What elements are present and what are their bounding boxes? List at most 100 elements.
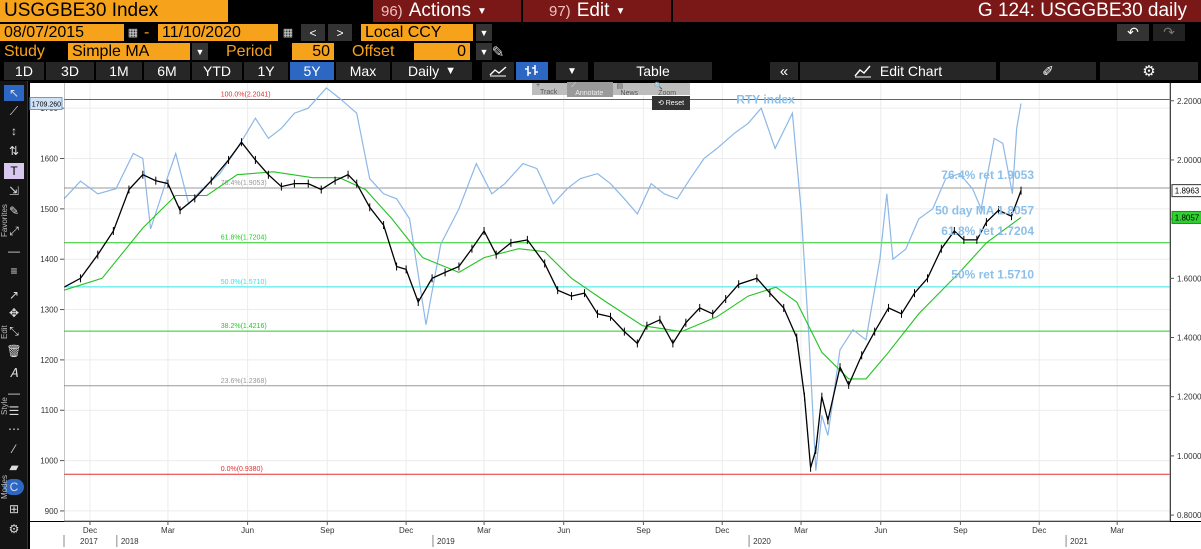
end-date-field[interactable]: 11/10/2020 <box>158 24 278 41</box>
settings-button[interactable]: ⚙ <box>1100 62 1198 80</box>
separator-text: - <box>144 24 150 41</box>
scale-tool-icon[interactable]: ⤡ <box>9 323 19 338</box>
period-button-6m[interactable]: 6M <box>144 62 190 80</box>
trash-icon[interactable]: 🗑 <box>6 344 22 358</box>
news-text: News <box>620 89 639 97</box>
x-axis-year-label: 2017 <box>80 537 98 546</box>
fib-level-label: 38.2%(1.4216) <box>221 323 267 330</box>
x-axis-month-label: Dec <box>1032 526 1046 535</box>
collapse-button[interactable]: « <box>770 62 798 80</box>
chart-area[interactable]: 100.0%(2.2041) 76.4%(1.9053) 61.8%(1.7204)… <box>0 81 1201 549</box>
chevron-down-icon: ▼ <box>477 5 487 17</box>
ratio-tool-icon[interactable]: ⇲ <box>8 184 20 198</box>
cursor-tool-icon[interactable]: ↖ <box>4 85 24 101</box>
brush-icon[interactable]: ⁄ <box>12 442 15 456</box>
line-chart-button[interactable] <box>482 62 514 80</box>
chart-type-dropdown[interactable]: ▼ <box>556 62 588 80</box>
study-select[interactable]: Simple MA <box>68 43 190 60</box>
prev-range-button[interactable]: < <box>301 24 325 41</box>
frequency-select[interactable]: Daily ▼ <box>392 62 472 80</box>
period-button-5y[interactable]: 5Y <box>290 62 334 80</box>
line-tool-icon[interactable]: ⟋ <box>9 103 19 118</box>
channel-tool-icon[interactable]: ≡ <box>10 264 18 278</box>
double-chevron-left-icon: « <box>779 62 789 80</box>
left-axis-tick-label: 1100 <box>41 406 59 415</box>
start-date-field[interactable]: 08/07/2015 <box>0 24 124 41</box>
undo-button[interactable]: ↶ <box>1117 24 1149 41</box>
redo-button[interactable]: ↷ <box>1153 24 1185 41</box>
text-tool-icon[interactable]: T <box>4 163 24 179</box>
track-mode[interactable]: + Track <box>532 82 567 96</box>
favorites-label: Favorites <box>0 177 10 237</box>
calendar-icon[interactable]: ▦ <box>282 27 294 39</box>
edit-menu[interactable]: 97) Edit ▼ <box>523 0 671 22</box>
zoom-mode[interactable]: 🔍 Zoom <box>650 82 690 97</box>
annotate-mode[interactable]: ⟋ Annotate <box>567 81 613 97</box>
fib-retracement-tool-icon[interactable]: ⇅ <box>8 144 20 158</box>
chart-svg[interactable]: 100.0%(2.2041) 76.4%(1.9053) 61.8%(1.7204)… <box>0 81 1201 549</box>
fill-icon[interactable]: ▰ <box>9 460 19 474</box>
pencil-icon[interactable]: ✎ <box>491 43 505 61</box>
color-mode-icon[interactable]: C <box>4 479 24 495</box>
fib-level-label: 76.4%(1.9053) <box>221 180 267 187</box>
draw-tool-button[interactable]: ✐ <box>1000 62 1096 80</box>
settings-mode-icon[interactable]: ⚙ <box>8 522 20 536</box>
right-axis-tick-label: 1.4000 <box>1177 334 1201 343</box>
zoom-mode-icon[interactable]: ⊞ <box>8 502 20 516</box>
annotate-text: Annotate <box>575 89 604 97</box>
next-range-button[interactable]: > <box>328 24 352 41</box>
currency-select[interactable]: Local CCY <box>361 24 473 41</box>
right-axis-area <box>1171 83 1201 521</box>
offset-dropdown-button[interactable]: ▼ <box>476 43 492 60</box>
x-axis-month-label: Mar <box>794 526 808 535</box>
edit-chart-button[interactable]: Edit Chart <box>800 62 996 80</box>
period-input[interactable]: 50 <box>292 43 334 60</box>
offset-label-text: Offset <box>352 43 395 60</box>
period-button-3d[interactable]: 3D <box>46 62 94 80</box>
bar-chart-button[interactable] <box>516 62 548 80</box>
date-range-bar: 08/07/2015 ▦ - 11/10/2020 ▦ < > Local CC… <box>0 23 1201 42</box>
study-dropdown-button[interactable]: ▼ <box>192 43 208 60</box>
x-axis-year-label: 2018 <box>121 537 139 546</box>
table-button[interactable]: Table <box>594 62 712 80</box>
ray-tool-icon[interactable]: ⤢ <box>9 223 19 238</box>
line-style-icon[interactable]: — <box>8 386 20 400</box>
news-mode[interactable]: ▤ News <box>613 82 651 97</box>
chevron-left-icon: < <box>309 25 317 40</box>
x-axis-month-label: Sep <box>953 526 968 535</box>
edit-section-label: Edit <box>0 309 10 339</box>
period-button-1y[interactable]: 1Y <box>244 62 288 80</box>
italic-tool-icon[interactable]: 𝐴 <box>10 365 18 380</box>
dash-style-icon[interactable]: ⋯ <box>8 422 20 436</box>
period-button-1m[interactable]: 1M <box>96 62 142 80</box>
ticker-field[interactable]: USGGBE30 Index <box>0 0 228 22</box>
period-button-max[interactable]: Max <box>336 62 390 80</box>
left-axis-tick-label: 1000 <box>40 457 58 466</box>
period-button-1d[interactable]: 1D <box>4 62 44 80</box>
right-ma-tag-label: 1.8057 <box>1175 213 1200 222</box>
study-bar: Study Simple MA ▼ Period 50 Offset 0 ▼ ✎ <box>0 42 1201 61</box>
offset-input[interactable]: 0 <box>414 43 470 60</box>
fib-tool-icon[interactable]: ↕ <box>11 124 17 138</box>
hline-tool-icon[interactable]: — <box>8 244 20 258</box>
calendar-icon[interactable]: ▦ <box>127 27 139 39</box>
left-rty-tag <box>29 97 63 111</box>
range-separator: - <box>144 24 156 41</box>
ticker-text: USGGBE30 Index <box>4 0 159 21</box>
pen-tool-icon[interactable]: ✎ <box>8 204 20 218</box>
reset-button[interactable]: ⟲ Reset <box>652 96 690 110</box>
actions-menu[interactable]: 96) Actions ▼ <box>373 0 521 22</box>
chevron-down-icon: ▼ <box>567 65 577 77</box>
chevron-down-icon: ▼ <box>615 5 626 17</box>
select-tool-icon[interactable]: ↗ <box>8 288 20 302</box>
right-last-tag-label: 1.8963 <box>1175 187 1200 196</box>
undo-icon: ↶ <box>1127 24 1139 40</box>
move-tool-icon[interactable]: ✥ <box>8 306 20 320</box>
fib-level-label: 100.0%(2.2041) <box>221 92 271 99</box>
right-axis-tick-label: 1.6000 <box>1177 274 1201 283</box>
currency-dropdown-button[interactable]: ▼ <box>476 24 492 41</box>
line-weight-icon[interactable]: ☰ <box>8 404 20 418</box>
period-button-ytd[interactable]: YTD <box>192 62 242 80</box>
actions-label: Actions <box>408 0 471 21</box>
